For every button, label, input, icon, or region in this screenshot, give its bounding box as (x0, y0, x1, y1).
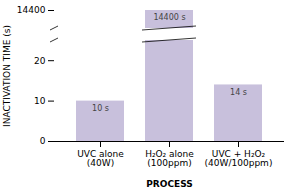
svg-text:UVC alone(40W): UVC alone(40W) (77, 149, 124, 168)
svg-text:H₂O₂ alone(100ppm): H₂O₂ alone(100ppm) (145, 149, 194, 168)
svg-text:INACTIVATION TIME (s): INACTIVATION TIME (s) (2, 25, 12, 127)
svg-text:10: 10 (34, 96, 46, 106)
svg-text:0: 0 (40, 136, 46, 146)
svg-text:PROCESS: PROCESS (146, 179, 193, 189)
svg-text:10 s: 10 s (92, 104, 109, 113)
svg-text:UVC + H₂O₂(40W/100ppm): UVC + H₂O₂(40W/100ppm) (205, 149, 273, 168)
svg-text:14400: 14400 (17, 5, 46, 15)
svg-text:14 s: 14 s (230, 88, 247, 97)
svg-text:14400 s: 14400 s (153, 13, 185, 22)
svg-text:20: 20 (34, 56, 46, 66)
